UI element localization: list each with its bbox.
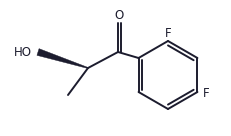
Text: F: F bbox=[202, 87, 209, 101]
Polygon shape bbox=[37, 49, 88, 69]
Text: F: F bbox=[164, 27, 170, 39]
Text: O: O bbox=[114, 9, 123, 21]
Text: HO: HO bbox=[14, 46, 32, 58]
